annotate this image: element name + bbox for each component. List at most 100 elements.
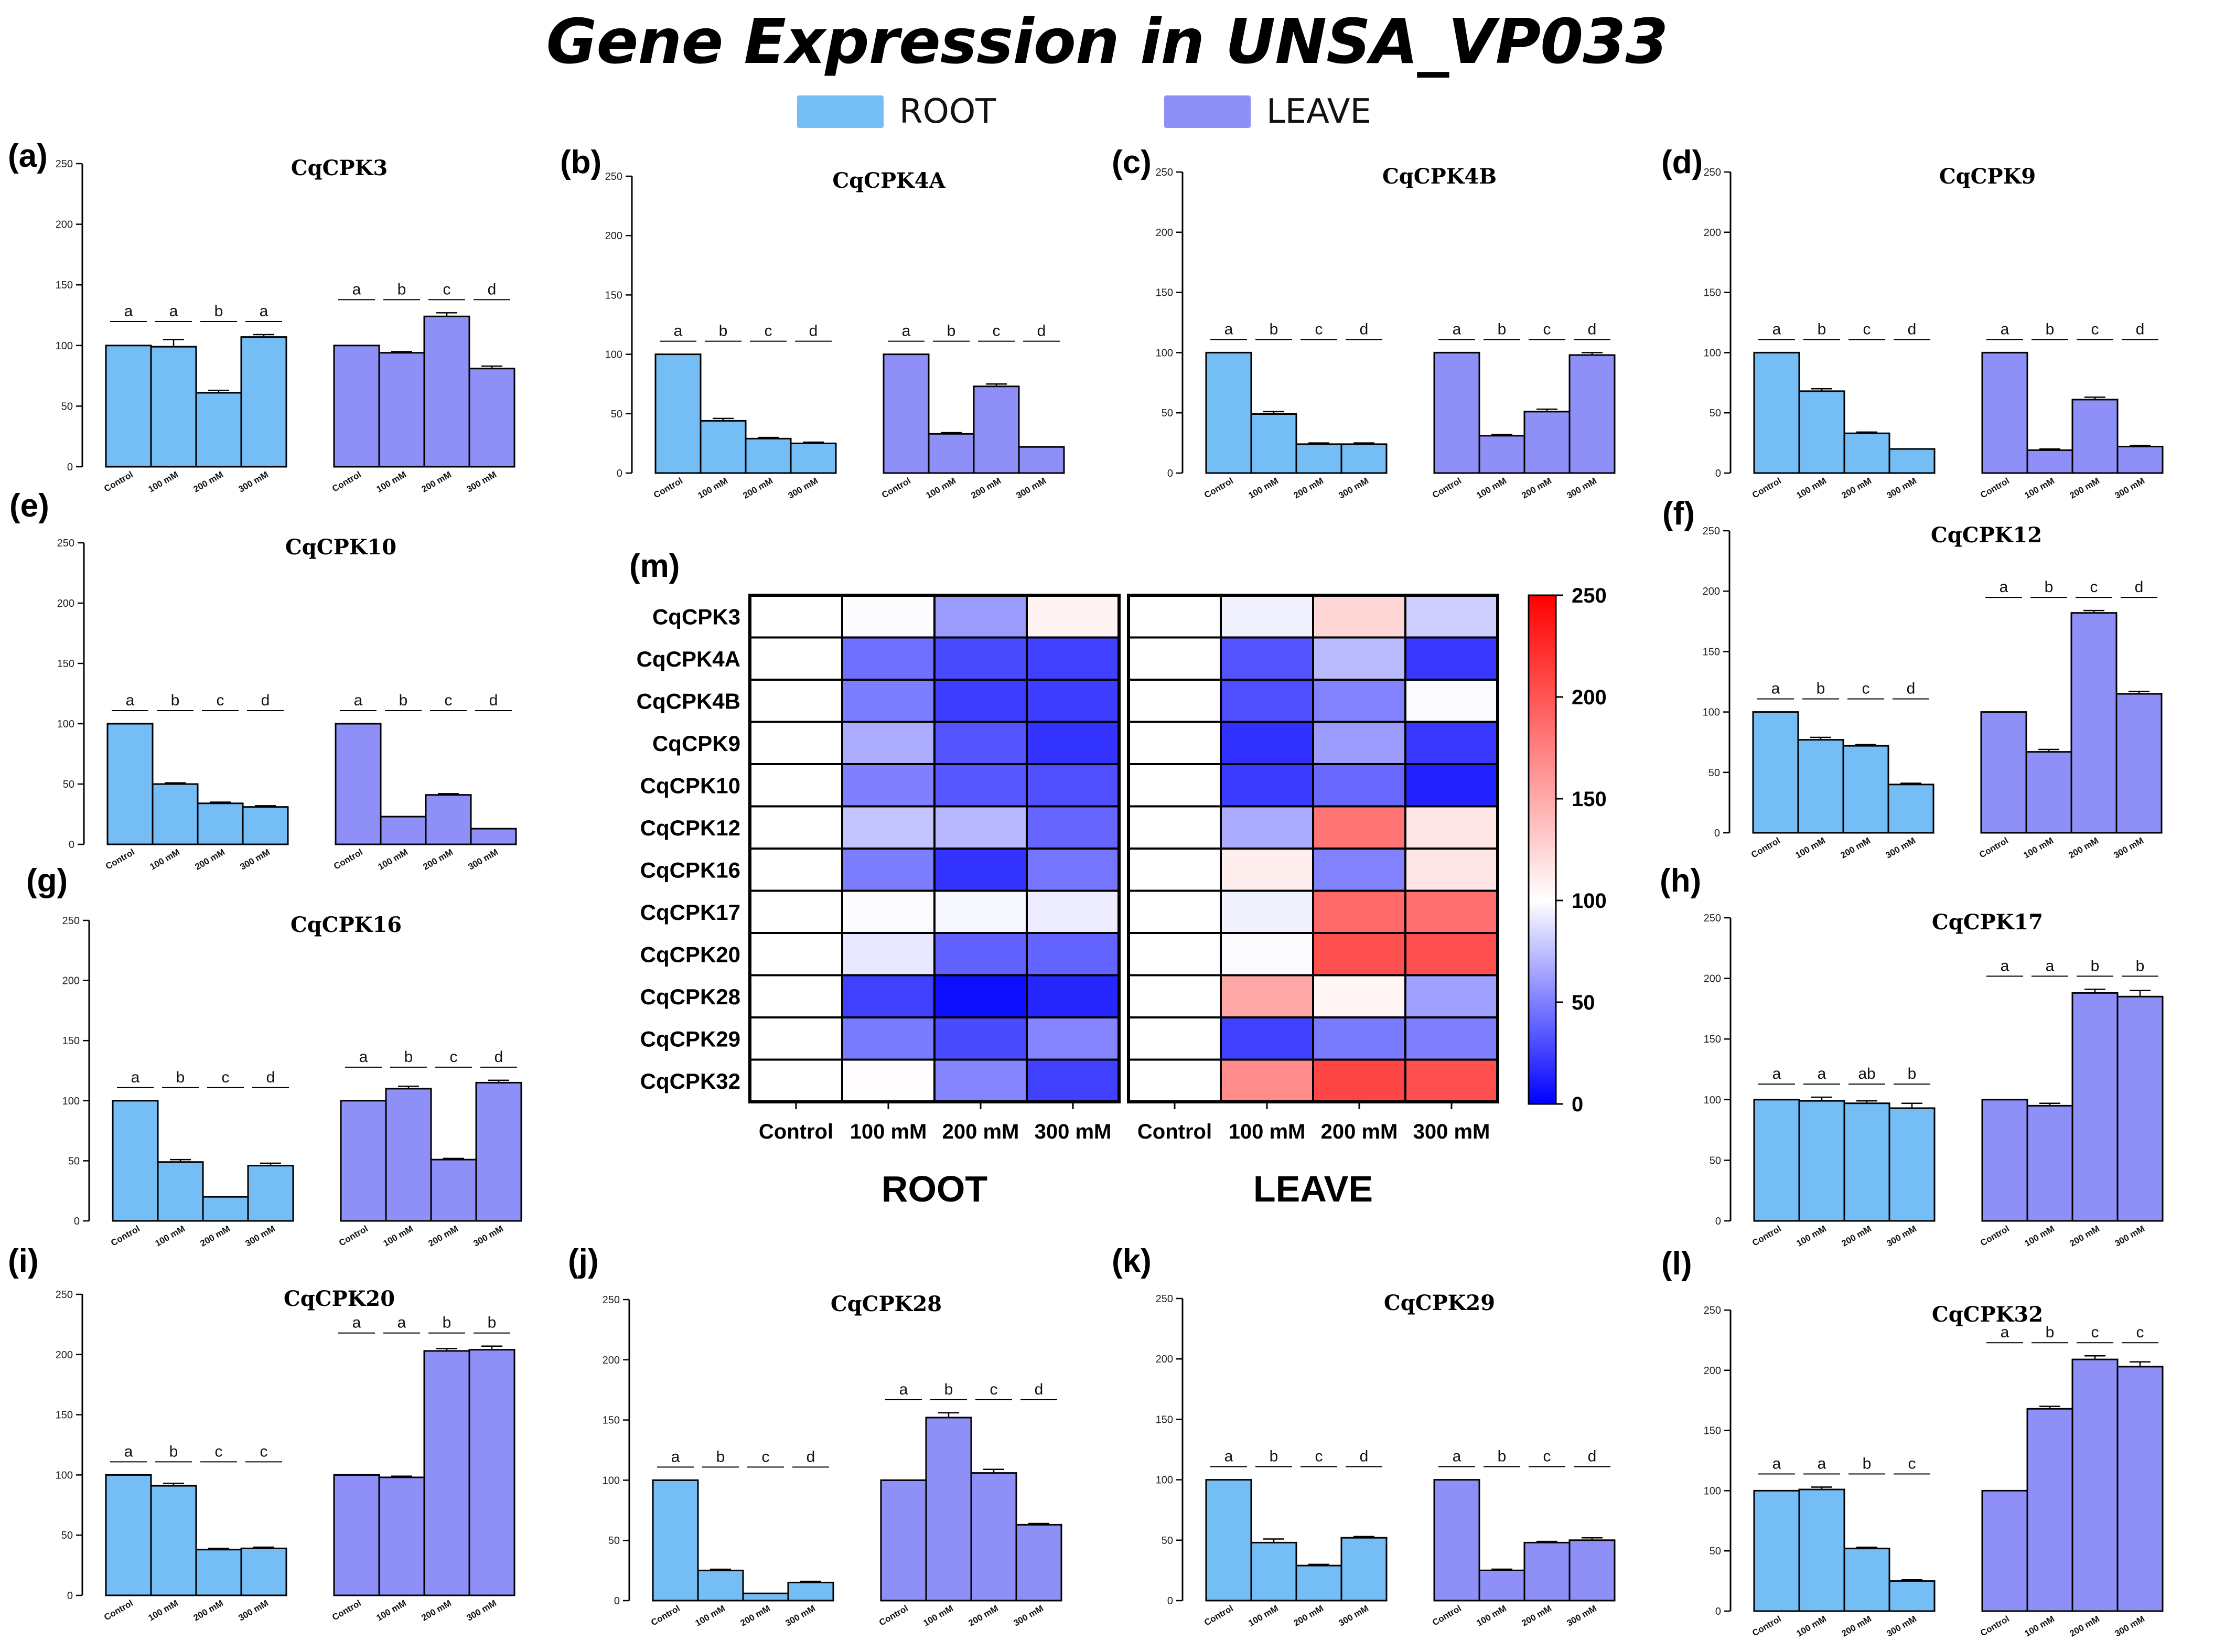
bar-leave-3 — [475, 1081, 522, 1222]
bar-leave-0 — [1981, 1489, 2028, 1612]
legend-leave-swatch — [1164, 95, 1251, 128]
significance-letter: a — [1818, 1065, 1826, 1082]
heatmap-cell — [1220, 932, 1314, 977]
heatmap-cell — [1220, 679, 1314, 723]
y-tick-label: 150 — [1704, 287, 1721, 299]
panel-title: CqCPK4A — [832, 168, 945, 193]
bar-root-1 — [152, 783, 199, 845]
category-label: 200 mM — [1840, 476, 1873, 501]
y-tick-label: 100 — [57, 718, 74, 730]
y-tick-label: 0 — [67, 1590, 73, 1602]
panel-cqcpk4a: (b) CqCPK4A 0 50 100 150 200 250 Control 100 mM 20… — [560, 144, 1065, 501]
y-tick-label: 100 — [56, 1469, 73, 1481]
category-label: Control — [104, 847, 136, 872]
y-tick-label: 0 — [69, 839, 74, 851]
colorbar-tick-label: 0 — [1572, 1093, 1583, 1116]
panel-title: CqCPK16 — [291, 913, 402, 937]
bar-leave-3 — [1018, 446, 1065, 474]
category-label: 100 mM — [693, 1603, 727, 1628]
significance-letter: b — [404, 1048, 413, 1066]
heatmap-cell — [1312, 1016, 1406, 1061]
category-label: 200 mM — [1292, 1603, 1325, 1628]
significance-letter: c — [2090, 578, 2098, 596]
significance-letter: d — [1908, 320, 1917, 338]
y-tick-label: 250 — [56, 158, 73, 170]
legend-root-swatch — [797, 95, 884, 128]
heatmap-cell — [1127, 1016, 1222, 1061]
heatmap-cell — [749, 636, 843, 681]
bar-root-3 — [1888, 1580, 1936, 1612]
category-label: Control — [1431, 476, 1463, 500]
heatmap-cell — [933, 594, 1028, 639]
colorbar-tick-label: 150 — [1572, 788, 1607, 811]
heatmap-group-root: ROOT — [882, 1168, 987, 1209]
heatmap-cell — [749, 763, 843, 808]
bar-leave-2 — [1523, 1541, 1571, 1602]
panel-label: (d) — [1661, 144, 1703, 180]
heatmap-cell — [1312, 805, 1406, 850]
bar-leave-3 — [2116, 1366, 2164, 1612]
panel-cqcpk29: (k) CqCPK29 0 50 100 150 200 250 Control 100 mM 20… — [1112, 1243, 1616, 1628]
y-tick-label: 200 — [1703, 586, 1720, 597]
y-tick-label: 0 — [1714, 828, 1720, 839]
heatmap-cell — [1026, 805, 1120, 850]
y-tick-label: 0 — [1715, 1606, 1721, 1617]
bar-leave-0 — [883, 353, 930, 474]
bar-leave-3 — [2115, 693, 2163, 834]
significance-letter: b — [443, 1314, 452, 1332]
panel-label: (a) — [8, 138, 48, 174]
significance-letter: a — [126, 692, 135, 709]
category-label: Control — [330, 469, 363, 494]
bar-leave-0 — [1433, 1479, 1480, 1602]
bar-leave-1 — [928, 433, 975, 474]
heatmap-cell — [749, 1058, 843, 1103]
bar-root-3 — [240, 336, 287, 468]
y-tick-label: 50 — [1162, 407, 1173, 419]
heatmap-cell — [749, 974, 843, 1018]
panel-title: CqCPK17 — [1932, 910, 2043, 935]
heatmap-row-label: CqCPK29 — [640, 1026, 740, 1051]
category-label: 100 mM — [148, 847, 181, 872]
significance-letter: d — [266, 1069, 275, 1086]
category-label: Control — [332, 847, 364, 872]
category-label: 100 mM — [376, 847, 410, 872]
category-label: 100 mM — [153, 1224, 187, 1249]
bar-root-2 — [745, 437, 792, 474]
significance-letter: b — [169, 1443, 178, 1460]
y-tick-label: 250 — [1703, 525, 1720, 537]
y-tick-label: 100 — [1703, 707, 1720, 718]
heatmap-col-label: Control — [759, 1120, 833, 1143]
significance-letter: c — [990, 1381, 998, 1398]
y-tick-label: 200 — [56, 1349, 73, 1361]
bar-root-3 — [1887, 784, 1934, 834]
category-label: Control — [1431, 1603, 1463, 1628]
panel-title: CqCPK28 — [831, 1292, 942, 1316]
significance-letter: a — [899, 1381, 908, 1398]
y-tick-label: 150 — [1704, 1034, 1721, 1045]
y-tick-label: 50 — [68, 1155, 80, 1167]
significance-letter: b — [171, 692, 180, 709]
y-tick-label: 150 — [1703, 646, 1720, 658]
heatmap-cell — [1312, 1058, 1406, 1103]
y-tick-label: 50 — [61, 1530, 73, 1541]
bar-root-2 — [1295, 443, 1342, 474]
category-label: 300 mM — [1337, 476, 1370, 501]
bar-root-2 — [1842, 745, 1889, 834]
category-label: 200 mM — [1520, 1603, 1553, 1628]
heatmap-row-label: CqCPK20 — [640, 942, 740, 967]
category-label: Control — [1202, 476, 1235, 500]
heatmap-cell — [1127, 932, 1222, 977]
legend-leave: LEAVE — [1164, 92, 1371, 131]
bar-root-2 — [1843, 1102, 1890, 1222]
significance-letter: a — [902, 323, 911, 340]
heatmap-cell — [1127, 889, 1222, 934]
panel-label: (j) — [568, 1243, 599, 1279]
bar-root-3 — [1340, 1537, 1388, 1602]
significance-letter: a — [1771, 680, 1780, 698]
panel-cqcpk4b: (c) CqCPK4B 0 50 100 150 200 250 Control 100 mM 20… — [1112, 144, 1616, 501]
category-label: 200 mM — [2068, 1614, 2101, 1639]
category-label: 100 mM — [1246, 476, 1280, 501]
bar-leave-2 — [2071, 399, 2119, 474]
heatmap-cell — [1026, 974, 1120, 1018]
